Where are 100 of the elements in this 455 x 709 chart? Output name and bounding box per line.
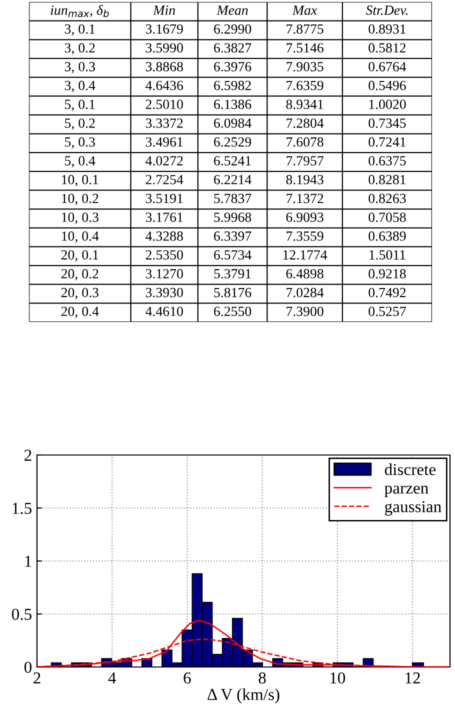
text: 10, 0.4 <box>62 231 99 243</box>
text: 6.5241 <box>214 156 251 166</box>
y-tick-label: 0.5 <box>12 608 32 620</box>
text: 0.8263 <box>368 194 406 204</box>
text: 8.1943 <box>286 174 324 184</box>
text: 3, 0.4 <box>64 80 96 92</box>
category-label: iun$_{max}$, δ$_{b}$ <box>50 5 109 18</box>
text: 6.2990 <box>214 24 252 34</box>
text: 3, 0.3 <box>64 62 95 74</box>
text: 0.5496 <box>368 80 406 90</box>
x-tick-label: 4 <box>108 672 116 684</box>
text: 1.0020 <box>369 100 406 110</box>
category-label: Max <box>292 6 318 15</box>
text: 20, 0.3 <box>61 288 98 300</box>
x-tick-label: 2 <box>34 672 40 684</box>
text: 3.4961 <box>146 137 183 147</box>
text: 6.3976 <box>214 62 252 72</box>
text: 2.5350 <box>146 250 183 260</box>
text: 7.3900 <box>286 306 324 316</box>
text: 5, 0.3 <box>65 137 95 149</box>
text: 0.7345 <box>368 118 406 128</box>
x-axis-title: Δ V (km/s) <box>208 688 280 704</box>
text: 6.0984 <box>214 118 252 128</box>
x-tick-label: 6 <box>184 672 191 684</box>
y-tick-label: 2 <box>24 450 32 461</box>
text: 6.2529 <box>214 137 252 147</box>
text: 7.2804 <box>286 118 324 128</box>
text: 6.4898 <box>286 269 324 278</box>
text: 6.1386 <box>214 100 252 110</box>
x-tick-label: 8 <box>258 672 266 684</box>
text: 3.1761 <box>146 212 183 222</box>
text: 7.8775 <box>286 24 324 34</box>
text: 5.8176 <box>214 288 252 298</box>
text: 0.8931 <box>368 24 406 34</box>
category-label: Str.Dev. <box>366 6 408 15</box>
text: 7.7957 <box>286 156 324 166</box>
text: 10, 0.1 <box>62 174 98 186</box>
text: 5.3791 <box>214 269 251 278</box>
text: 5, 0.2 <box>65 118 95 130</box>
text: 3, 0.1 <box>64 24 95 36</box>
category-label: Mean <box>216 6 248 15</box>
text: 20, 0.1 <box>61 250 98 262</box>
text: 7.9035 <box>286 62 324 72</box>
text: 20, 0.2 <box>61 269 98 280</box>
text: 0.7492 <box>368 288 406 298</box>
text: 4.0272 <box>146 156 183 166</box>
text: 4.4610 <box>146 306 183 316</box>
legend-label: gaussian <box>384 501 442 516</box>
text: 2.7254 <box>146 174 184 184</box>
text: 3.1679 <box>146 24 183 34</box>
text: 4.6436 <box>146 80 184 90</box>
x-tick-label: 10 <box>330 672 346 684</box>
text: 2.5010 <box>146 100 183 110</box>
text: 3.8868 <box>146 62 183 72</box>
text: 5.9968 <box>214 212 252 222</box>
text: 0.5257 <box>368 306 406 316</box>
text: 4.3288 <box>146 231 183 241</box>
x-tick-label: 12 <box>406 672 420 684</box>
text: 0.5812 <box>368 43 406 53</box>
text: 3.5990 <box>146 43 183 53</box>
text: 6.5982 <box>214 80 251 90</box>
legend-label: discrete <box>384 463 436 476</box>
text: 10, 0.2 <box>62 194 98 206</box>
text: 5, 0.4 <box>65 156 96 168</box>
text: 7.6359 <box>286 80 324 90</box>
text: 3.3372 <box>146 118 183 128</box>
text: 8.9341 <box>286 100 324 110</box>
text: 3, 0.2 <box>64 43 95 55</box>
text: 0.6375 <box>368 156 406 166</box>
text: 12.1774 <box>283 250 328 260</box>
text: 0.6389 <box>368 231 406 241</box>
text: 5.7837 <box>214 194 252 204</box>
legend-label: parzen <box>384 486 428 498</box>
y-tick-label: 1 <box>25 556 32 567</box>
text: 6.2214 <box>214 174 252 184</box>
text: 7.5146 <box>286 43 324 53</box>
text: 7.3559 <box>286 231 324 241</box>
text: 5, 0.1 <box>65 100 95 112</box>
text: 0.6764 <box>368 62 406 72</box>
text: 6.3397 <box>214 231 252 241</box>
text: 7.6078 <box>286 137 324 147</box>
category-label: Min <box>153 6 175 15</box>
text: 0.9218 <box>368 269 406 278</box>
y-tick-label: 0 <box>24 662 32 673</box>
text: 1.5011 <box>370 250 406 260</box>
text: 6.2550 <box>214 306 252 316</box>
text: 10, 0.3 <box>62 212 98 224</box>
text: 6.9093 <box>286 212 324 222</box>
text: 0.7241 <box>368 137 406 147</box>
text: 3.1270 <box>146 269 183 278</box>
text: 7.1372 <box>286 194 324 204</box>
text: 6.5734 <box>214 250 252 260</box>
text: 3.3930 <box>146 288 183 298</box>
text: 0.8281 <box>368 174 406 184</box>
text: 20, 0.4 <box>61 306 99 318</box>
text: 6.3827 <box>214 43 252 53</box>
text: 0.7058 <box>368 212 406 222</box>
y-tick-label: 1.5 <box>12 502 32 514</box>
text: 7.0284 <box>286 288 324 298</box>
text: 3.5191 <box>146 194 183 204</box>
